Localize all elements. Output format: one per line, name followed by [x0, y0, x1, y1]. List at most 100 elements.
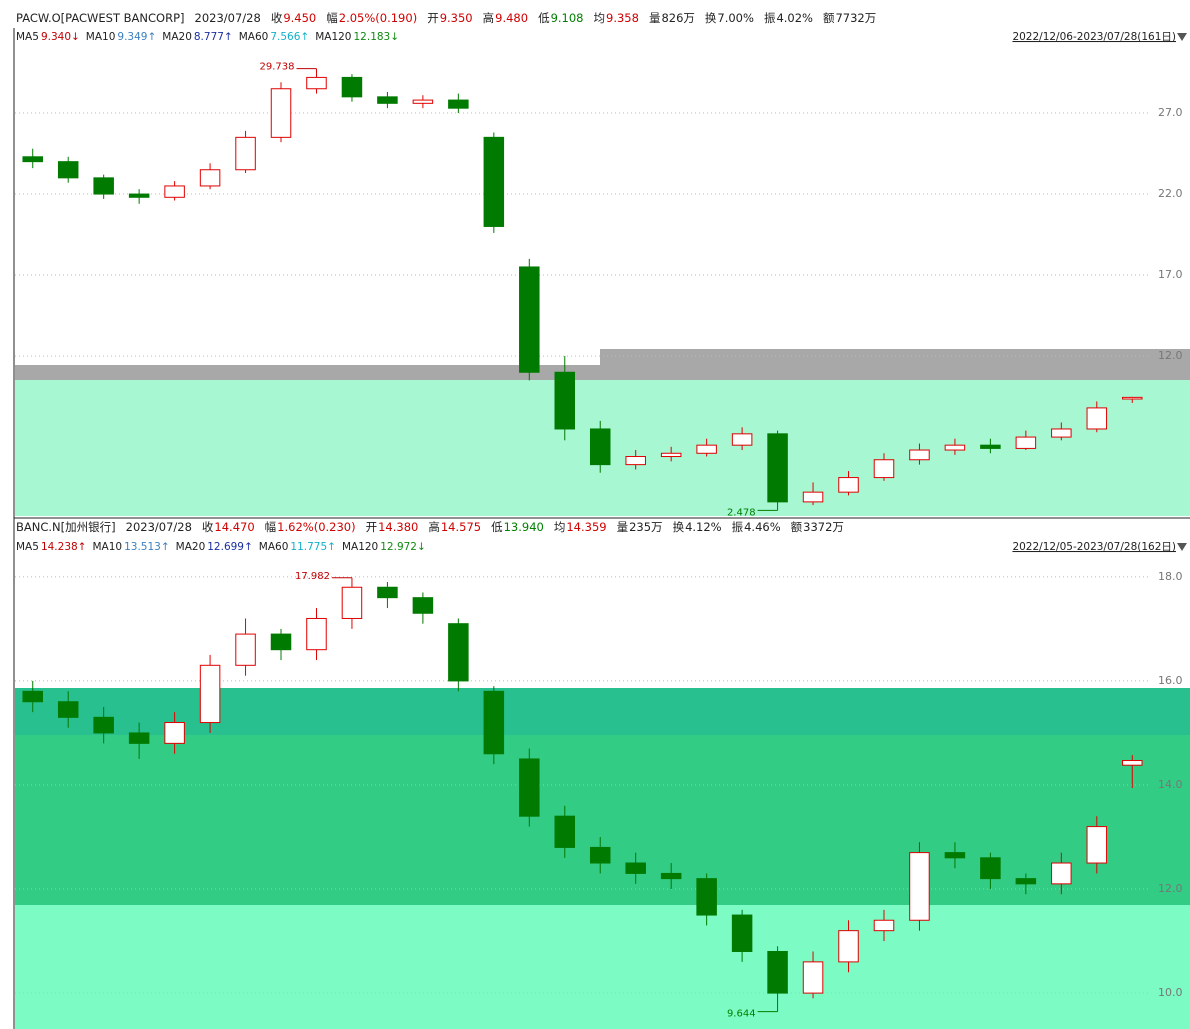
ma-value: 12.699↑ — [207, 541, 253, 553]
quote-value: 3372万 — [803, 520, 844, 534]
candle-body — [448, 99, 469, 109]
annotation-label: 9.644 — [727, 1009, 756, 1020]
candle-body — [554, 371, 576, 430]
candle-body — [22, 690, 43, 703]
candle-body — [1015, 878, 1037, 885]
quote-label: 低 — [538, 11, 550, 25]
ma-value: 8.777↑ — [194, 31, 233, 43]
candle-body — [802, 491, 824, 503]
quote-value: 14.470 — [214, 520, 254, 534]
candle-body — [873, 919, 895, 932]
candle-body — [980, 444, 1001, 449]
quote-label: 收 — [271, 11, 283, 25]
candle-body — [341, 76, 363, 98]
range-menu — [1177, 543, 1187, 551]
candle-body — [802, 961, 824, 994]
quote-value: 9.480 — [495, 11, 528, 25]
candle-body — [306, 76, 327, 90]
quote-label: 换 — [673, 520, 685, 534]
candle-body — [909, 449, 930, 461]
y-tick-label: 18.0 — [1158, 570, 1183, 583]
candle-body — [412, 597, 434, 614]
ma-name: MA10 — [92, 541, 122, 553]
overlay-band — [15, 735, 1190, 905]
candle-body — [377, 586, 398, 599]
candle-body — [554, 815, 576, 848]
quote-value: 4.02% — [776, 11, 813, 25]
quote-label: 开 — [366, 520, 378, 534]
candle-body — [199, 169, 221, 187]
candle-body — [483, 690, 505, 755]
candle-body — [22, 156, 43, 163]
candle-body — [589, 428, 611, 466]
candle-body — [589, 846, 611, 864]
candle-body — [377, 96, 398, 104]
quote-label: 高 — [428, 520, 440, 534]
y-tick-label: 14.0 — [1158, 778, 1183, 791]
candle-body — [838, 477, 859, 493]
candle-body — [412, 99, 434, 104]
quote-label: 幅 — [265, 520, 277, 534]
candle-body — [164, 185, 185, 198]
ma-value: 9.349↑ — [117, 31, 156, 43]
quote-label: 均 — [594, 11, 606, 25]
ma-value: 11.775↑ — [290, 541, 336, 553]
quote-label: 高 — [483, 11, 495, 25]
y-tick-label: 10.0 — [1158, 986, 1183, 999]
candle-body — [1051, 862, 1072, 885]
quote-value: 2023/07/28 — [126, 520, 192, 534]
ma-value: 12.972↓ — [380, 541, 426, 553]
candle-body — [128, 193, 150, 198]
quote-value: 235万 — [629, 520, 662, 534]
quote-value: 9.450 — [283, 11, 316, 25]
candle-body — [1122, 396, 1143, 400]
quote-value: 4.46% — [744, 520, 781, 534]
candle-body — [57, 161, 79, 179]
ma-legend: MA5 14.238↑ MA10 13.513↑ MA20 12.699↑ MA60 11.7… — [16, 541, 426, 553]
ma-name: MA5 — [16, 31, 39, 43]
candle-body — [696, 444, 717, 454]
quote-value: 13.940 — [504, 520, 544, 534]
candle-body — [519, 266, 540, 373]
ma-name: MA60 — [239, 31, 269, 43]
annotation-label: 2.478 — [727, 507, 756, 518]
candle-body — [93, 177, 114, 195]
candle-body — [93, 716, 114, 734]
y-tick-label: 16.0 — [1158, 674, 1183, 687]
candle-body — [1122, 760, 1143, 766]
quote-value: 4.12% — [685, 520, 722, 534]
y-tick-label: 17.0 — [1158, 268, 1183, 281]
quote-label: 换 — [705, 11, 717, 25]
candle-body — [235, 136, 256, 171]
quote-label: BANC.N[加州银行] — [16, 520, 116, 534]
candle-body — [519, 758, 540, 817]
quote-header: PACW.O[PACWEST BANCORP] 2023/07/28 收9.450 幅… — [16, 11, 876, 25]
quote-label: 均 — [554, 520, 566, 534]
y-tick-label: 22.0 — [1158, 187, 1183, 200]
candle-body — [448, 623, 469, 682]
range-menu — [1177, 33, 1187, 41]
candle-body — [767, 433, 788, 503]
y-tick-label: 27.0 — [1158, 106, 1183, 119]
quote-label: 低 — [491, 520, 503, 534]
ma-name: MA120 — [342, 541, 378, 553]
quote-value: 9.108 — [551, 11, 584, 25]
quote-value: 2.05%(0.190) — [339, 11, 417, 25]
date-range: 2022/12/06-2023/07/28(161日) — [1012, 31, 1176, 43]
quote-label: 振 — [732, 520, 744, 534]
candle-body — [625, 456, 646, 466]
candle-body — [199, 664, 221, 724]
candle-body — [1086, 826, 1108, 864]
quote-label: 幅 — [326, 11, 338, 25]
quote-label: 额 — [823, 11, 835, 25]
ma-name: MA20 — [162, 31, 192, 43]
candle-body — [660, 452, 682, 458]
ma-name: MA10 — [86, 31, 116, 43]
ma-legend: MA5 9.340↓ MA10 9.349↑ MA20 8.777↑ MA60 7.566↑ M… — [16, 31, 399, 43]
quote-value: 1.62%(0.230) — [277, 520, 355, 534]
ma-value: 7.566↑ — [270, 31, 309, 43]
quote-value: 14.575 — [441, 520, 481, 534]
candle-body — [483, 136, 505, 227]
candle-body — [306, 617, 327, 651]
candle-body — [873, 459, 895, 479]
